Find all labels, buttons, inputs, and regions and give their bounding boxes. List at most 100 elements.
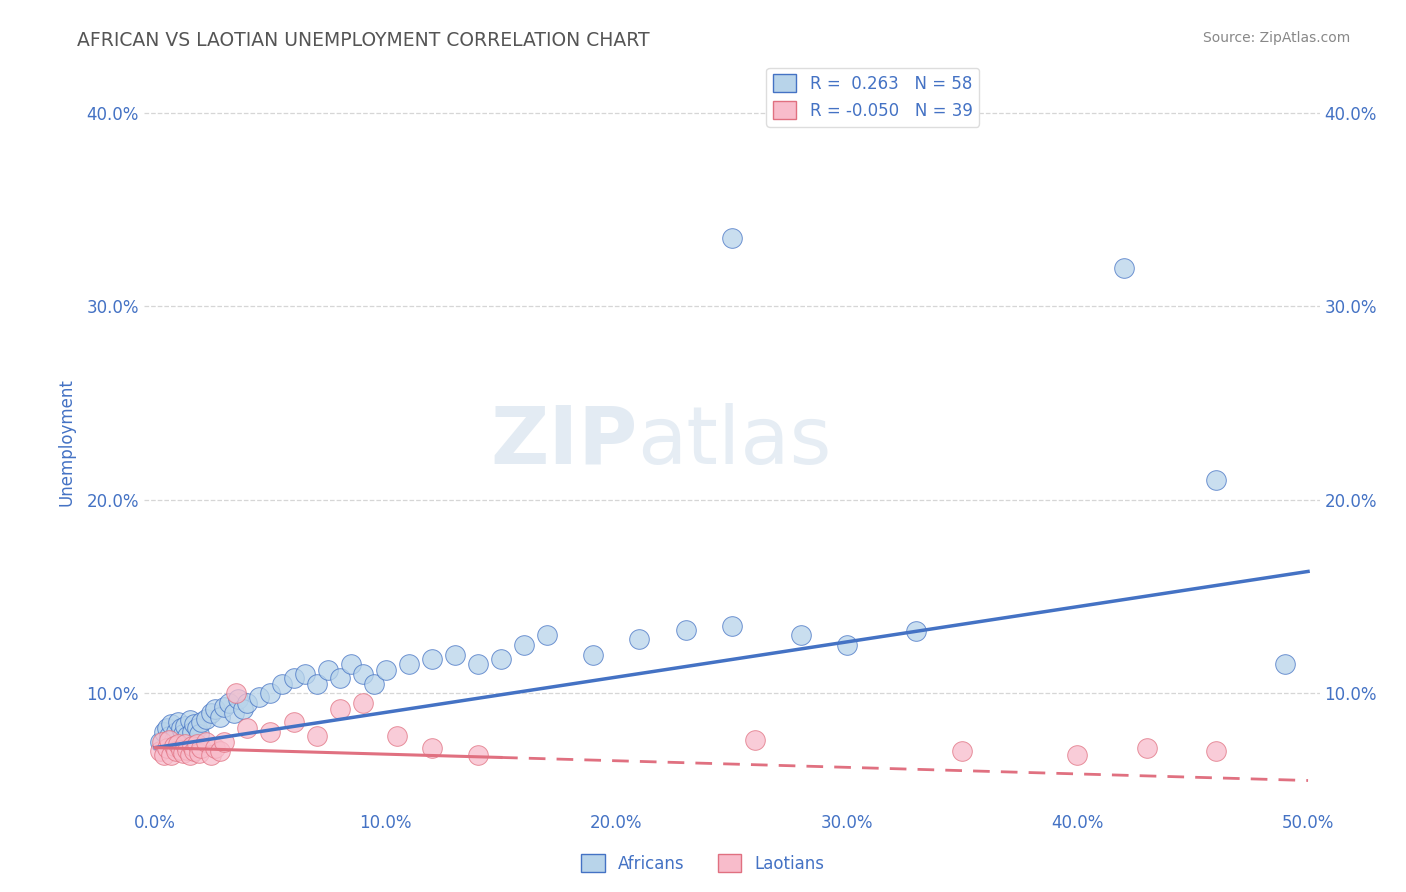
Point <box>236 721 259 735</box>
Point <box>305 676 328 690</box>
Point <box>329 702 352 716</box>
Point <box>190 740 212 755</box>
Point <box>208 709 231 723</box>
Point <box>157 732 180 747</box>
Point <box>160 717 183 731</box>
Point <box>305 729 328 743</box>
Point <box>489 651 512 665</box>
Point <box>271 676 294 690</box>
Point <box>675 623 697 637</box>
Point <box>194 735 217 749</box>
Point <box>398 657 420 672</box>
Point <box>536 628 558 642</box>
Point <box>363 676 385 690</box>
Point <box>176 742 198 756</box>
Point <box>181 739 204 753</box>
Point <box>179 748 201 763</box>
Point <box>340 657 363 672</box>
Point <box>174 737 197 751</box>
Point <box>352 667 374 681</box>
Point <box>283 671 305 685</box>
Point <box>1205 474 1227 488</box>
Point <box>176 729 198 743</box>
Point <box>204 740 226 755</box>
Point <box>214 735 236 749</box>
Point <box>950 744 973 758</box>
Point <box>218 696 240 710</box>
Point <box>420 740 443 755</box>
Point <box>153 748 176 763</box>
Point <box>188 727 211 741</box>
Text: ZIP: ZIP <box>491 402 637 481</box>
Point <box>259 725 281 739</box>
Point <box>259 686 281 700</box>
Text: atlas: atlas <box>637 402 832 481</box>
Point <box>188 747 211 761</box>
Point <box>169 742 191 756</box>
Point <box>150 735 173 749</box>
Point <box>172 727 194 741</box>
Point <box>153 725 176 739</box>
Point <box>222 706 245 720</box>
Point <box>790 628 813 642</box>
Point <box>1274 657 1296 672</box>
Point <box>200 706 222 720</box>
Point <box>247 690 270 705</box>
Point <box>172 747 194 761</box>
Point <box>374 663 396 677</box>
Point <box>181 725 204 739</box>
Point <box>628 632 651 647</box>
Point <box>283 715 305 730</box>
Point <box>1205 744 1227 758</box>
Point <box>294 667 316 681</box>
Text: AFRICAN VS LAOTIAN UNEMPLOYMENT CORRELATION CHART: AFRICAN VS LAOTIAN UNEMPLOYMENT CORRELAT… <box>77 31 650 50</box>
Point <box>236 696 259 710</box>
Point <box>232 702 254 716</box>
Point <box>214 700 236 714</box>
Point <box>167 737 190 751</box>
Point <box>183 744 205 758</box>
Point <box>226 692 249 706</box>
Point <box>204 702 226 716</box>
Point <box>1066 748 1088 763</box>
Point <box>174 719 197 733</box>
Point <box>194 712 217 726</box>
Point <box>156 740 179 755</box>
Point <box>329 671 352 685</box>
Point <box>316 663 339 677</box>
Point <box>387 729 409 743</box>
Legend: Africans, Laotians: Africans, Laotians <box>575 847 831 880</box>
Point <box>720 618 742 632</box>
Point <box>208 744 231 758</box>
Point <box>225 686 247 700</box>
Point <box>157 729 180 743</box>
Point <box>352 696 374 710</box>
Point <box>200 748 222 763</box>
Point <box>162 739 184 753</box>
Point <box>169 721 191 735</box>
Point <box>720 231 742 245</box>
Point <box>156 721 179 735</box>
Point <box>162 732 184 747</box>
Point <box>1136 740 1159 755</box>
Point <box>165 744 187 758</box>
Point <box>183 717 205 731</box>
Point <box>582 648 605 662</box>
Point <box>165 725 187 739</box>
Point <box>186 737 208 751</box>
Point <box>186 721 208 735</box>
Point <box>160 748 183 763</box>
Point <box>467 657 489 672</box>
Point <box>190 715 212 730</box>
Y-axis label: Unemployment: Unemployment <box>58 378 75 506</box>
Text: Source: ZipAtlas.com: Source: ZipAtlas.com <box>1202 31 1350 45</box>
Point <box>149 744 172 758</box>
Point <box>905 624 928 639</box>
Point <box>149 735 172 749</box>
Point <box>167 715 190 730</box>
Point <box>467 748 489 763</box>
Legend: R =  0.263   N = 58, R = -0.050   N = 39: R = 0.263 N = 58, R = -0.050 N = 39 <box>766 68 979 127</box>
Point <box>179 714 201 728</box>
Point <box>1112 260 1135 275</box>
Point <box>420 651 443 665</box>
